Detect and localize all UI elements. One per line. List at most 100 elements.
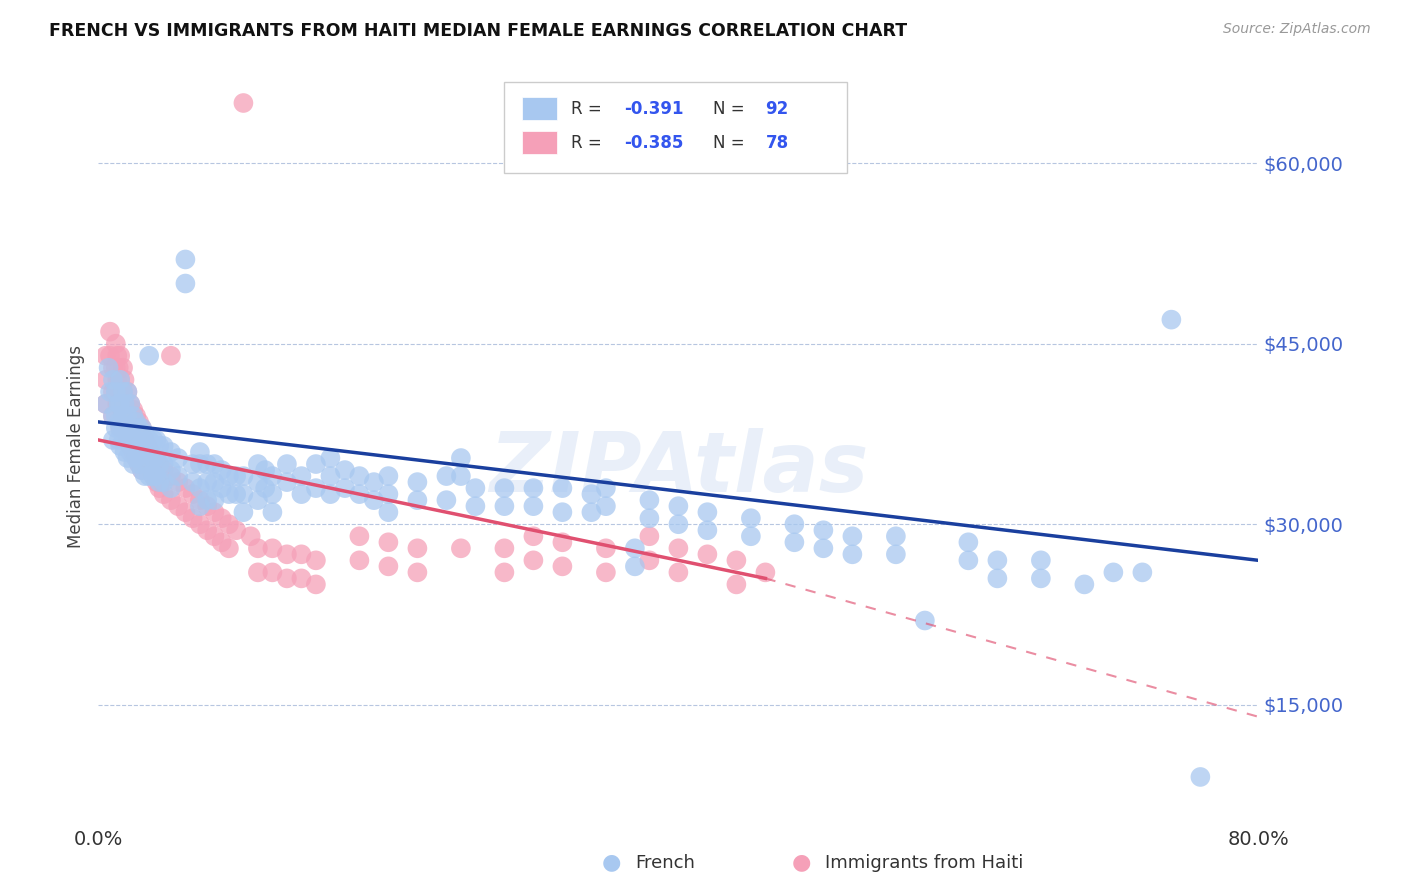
Point xyxy=(204,505,226,519)
Point xyxy=(105,373,128,387)
Point xyxy=(122,433,145,447)
Point xyxy=(666,566,689,580)
Point xyxy=(195,475,218,489)
Point xyxy=(666,541,689,556)
Point xyxy=(232,505,254,519)
Point xyxy=(522,481,544,495)
Point xyxy=(160,493,183,508)
Point xyxy=(638,511,661,525)
Point xyxy=(494,499,516,513)
Point xyxy=(122,421,145,435)
Point xyxy=(114,397,136,411)
Point xyxy=(148,457,170,471)
Point xyxy=(160,481,183,495)
Point xyxy=(117,409,139,423)
Point xyxy=(160,349,183,363)
Point xyxy=(98,349,121,363)
Point xyxy=(122,403,145,417)
Point xyxy=(160,463,183,477)
Point xyxy=(204,529,226,543)
Point xyxy=(754,566,776,580)
FancyBboxPatch shape xyxy=(522,131,557,154)
Point xyxy=(1029,553,1052,567)
Point xyxy=(181,475,204,489)
Point xyxy=(136,439,159,453)
Point xyxy=(595,566,617,580)
Point xyxy=(377,559,399,574)
Point xyxy=(128,457,150,471)
Point xyxy=(624,559,647,574)
Point xyxy=(125,433,148,447)
Point xyxy=(218,517,240,532)
Point xyxy=(581,487,603,501)
Point xyxy=(142,433,165,447)
Point xyxy=(638,529,661,543)
Point xyxy=(188,457,211,471)
FancyBboxPatch shape xyxy=(505,82,846,173)
Point xyxy=(148,439,170,453)
Point xyxy=(204,457,226,471)
Point xyxy=(246,566,269,580)
Point xyxy=(188,445,211,459)
Point xyxy=(638,553,661,567)
Point xyxy=(114,421,136,435)
Point xyxy=(105,349,128,363)
Point xyxy=(290,547,312,561)
Point xyxy=(107,397,129,411)
Point xyxy=(195,523,218,537)
Point xyxy=(108,373,131,387)
Point xyxy=(225,523,247,537)
Point xyxy=(551,559,574,574)
Point xyxy=(262,505,284,519)
Point xyxy=(246,475,269,489)
Point xyxy=(125,450,148,465)
Point xyxy=(134,450,156,465)
Point xyxy=(188,499,211,513)
Point xyxy=(363,493,385,508)
Point xyxy=(246,457,269,471)
Point xyxy=(783,535,806,549)
Point xyxy=(120,397,142,411)
Point xyxy=(112,409,135,423)
Text: -0.391: -0.391 xyxy=(624,100,683,118)
Point xyxy=(218,541,240,556)
Point xyxy=(246,493,269,508)
Point xyxy=(595,481,617,495)
Point xyxy=(595,541,617,556)
Point xyxy=(841,529,863,543)
Point xyxy=(522,499,544,513)
Point xyxy=(377,505,399,519)
Point xyxy=(204,493,226,508)
Point xyxy=(813,541,835,556)
Point xyxy=(112,384,135,399)
Point xyxy=(377,487,399,501)
Point xyxy=(436,469,458,483)
Point xyxy=(986,571,1008,585)
Point xyxy=(107,433,129,447)
Point xyxy=(884,529,907,543)
Point xyxy=(195,493,218,508)
Point xyxy=(211,511,233,525)
Point xyxy=(139,445,162,459)
Point xyxy=(128,433,150,447)
Point xyxy=(1189,770,1212,784)
Point xyxy=(160,445,183,459)
Point xyxy=(725,577,748,591)
Point xyxy=(494,481,516,495)
Point xyxy=(406,566,429,580)
Point xyxy=(122,445,145,459)
Point xyxy=(666,499,689,513)
Point xyxy=(128,457,150,471)
Point xyxy=(107,360,129,375)
Point xyxy=(108,349,131,363)
Point xyxy=(624,541,647,556)
Point xyxy=(134,433,156,447)
Point xyxy=(225,487,247,501)
Point xyxy=(884,547,907,561)
Point xyxy=(232,95,254,110)
Point xyxy=(638,493,661,508)
Point xyxy=(112,409,135,423)
Point xyxy=(218,487,240,501)
Point xyxy=(148,475,170,489)
Point xyxy=(105,397,128,411)
